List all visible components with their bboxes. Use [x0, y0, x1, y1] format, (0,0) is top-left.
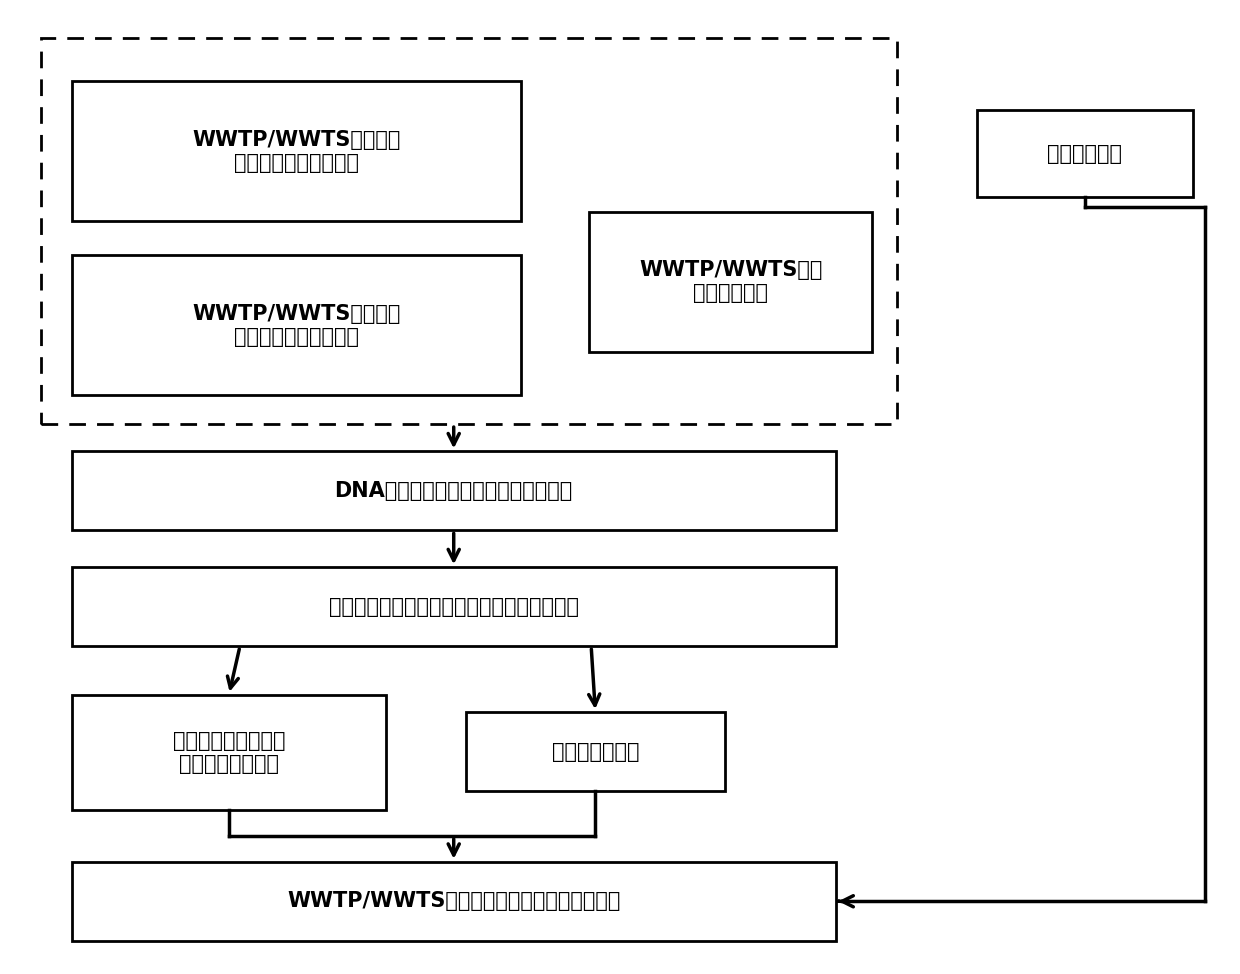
- Text: 水样多样性分析: 水样多样性分析: [552, 741, 639, 762]
- FancyBboxPatch shape: [72, 862, 836, 941]
- Text: WWTP/WWTS运行
工段水样采集: WWTP/WWTS运行 工段水样采集: [639, 260, 822, 303]
- Text: DNA提取、目的片段扩增及高通量测序: DNA提取、目的片段扩增及高通量测序: [335, 481, 573, 501]
- FancyBboxPatch shape: [72, 451, 836, 531]
- FancyBboxPatch shape: [589, 211, 873, 352]
- FancyBboxPatch shape: [977, 110, 1193, 198]
- FancyBboxPatch shape: [72, 82, 522, 221]
- Text: 微生物气溶胶群落多
样性及相似性分析: 微生物气溶胶群落多 样性及相似性分析: [172, 730, 285, 774]
- FancyBboxPatch shape: [466, 712, 724, 791]
- Text: 气象参数采集: 气象参数采集: [1048, 144, 1122, 164]
- Text: WWTP/WWTS运行工段
微生物气溶胶样品采集: WWTP/WWTS运行工段 微生物气溶胶样品采集: [192, 130, 401, 173]
- FancyBboxPatch shape: [72, 694, 386, 810]
- Text: WWTP/WWTS厂区周边
微生物气溶胶样品采集: WWTP/WWTS厂区周边 微生物气溶胶样品采集: [192, 304, 401, 347]
- FancyBboxPatch shape: [72, 255, 522, 395]
- Text: 微生物气溶胶样品及水样微生物群落结构鉴定: 微生物气溶胶样品及水样微生物群落结构鉴定: [329, 597, 579, 617]
- Text: WWTP/WWTS微生物气溶胶逸散特征及源解析: WWTP/WWTS微生物气溶胶逸散特征及源解析: [286, 891, 620, 912]
- FancyBboxPatch shape: [72, 567, 836, 647]
